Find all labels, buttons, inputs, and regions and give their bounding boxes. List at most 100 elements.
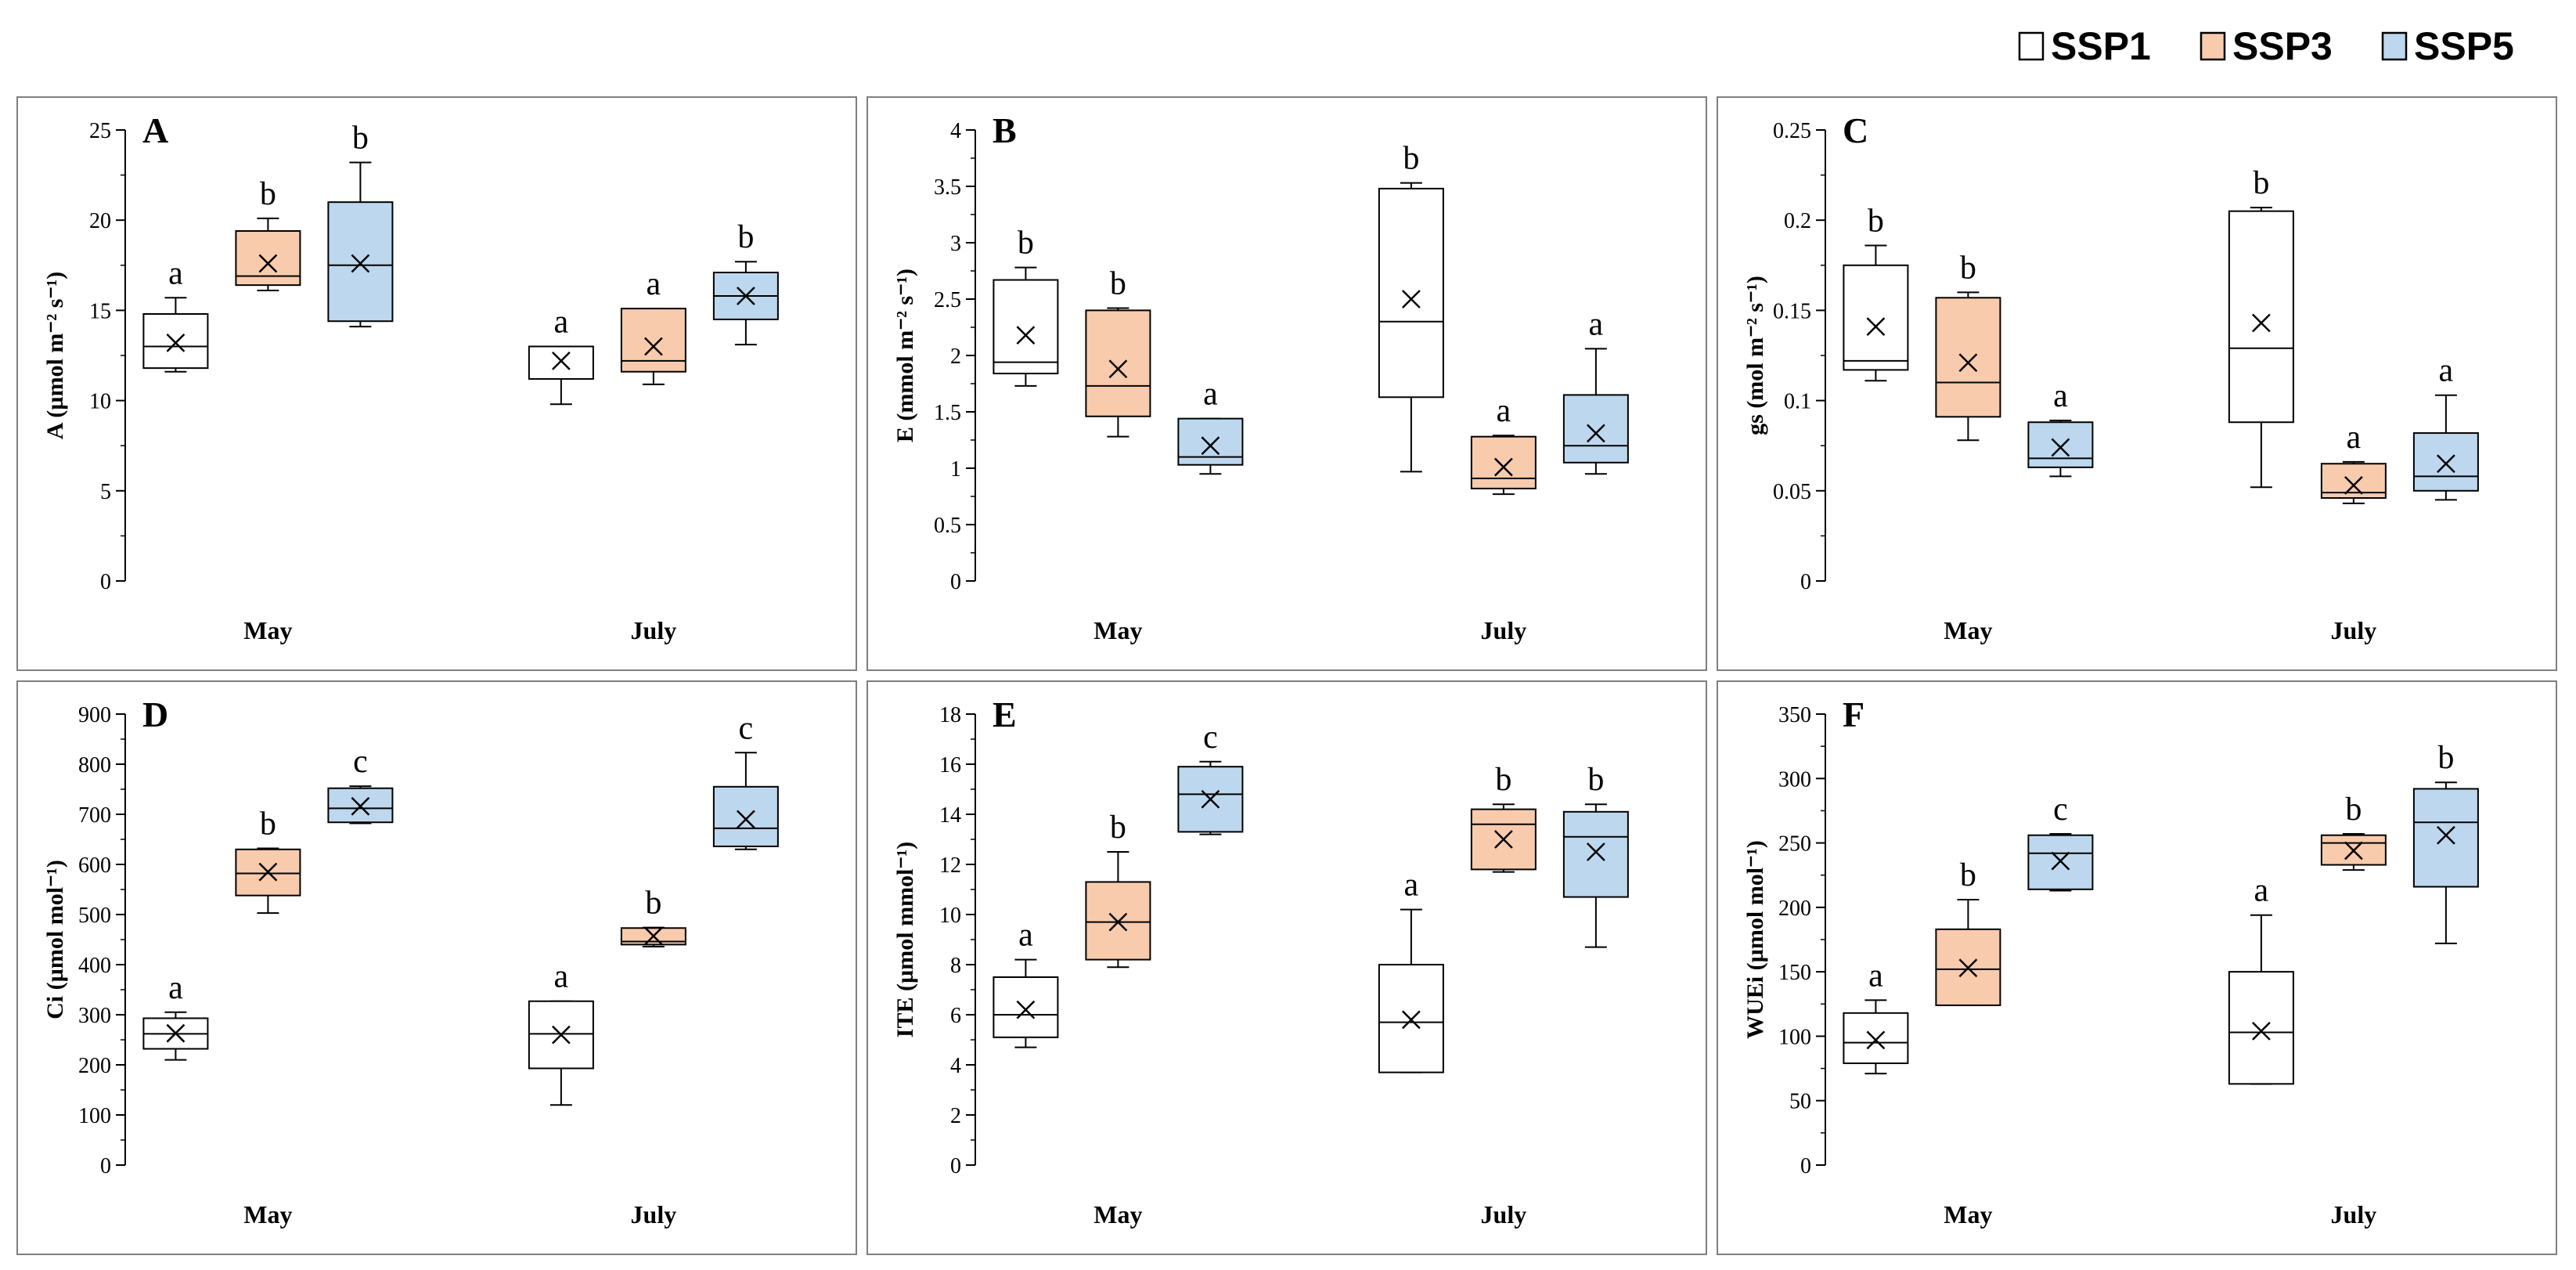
y-tick-label: 16: [939, 753, 961, 778]
significance-letter: b: [260, 176, 276, 212]
significance-letter: a: [1203, 377, 1218, 413]
y-tick-label: 18: [939, 703, 961, 727]
box-ssp3: b: [1085, 266, 1151, 438]
significance-letter: b: [1018, 225, 1034, 262]
significance-letter: c: [1203, 720, 1218, 756]
significance-letter: a: [168, 970, 183, 1006]
box-ssp1: a: [142, 255, 209, 373]
box-iqr: [1085, 309, 1151, 417]
y-tick-label: 250: [1778, 832, 1811, 857]
box-ssp1: b: [2228, 165, 2294, 489]
box-ssp5: c: [1177, 720, 1244, 835]
category-label: May: [1093, 616, 1142, 644]
y-tick-label: 50: [1789, 1090, 1811, 1114]
y-tick-label: 0.15: [1773, 299, 1811, 323]
legend-label: SSP1: [2051, 24, 2151, 68]
box-ssp3: b: [2320, 792, 2387, 871]
y-tick-label: 0: [1800, 1154, 1811, 1178]
mean-marker: [2251, 313, 2271, 333]
box-ssp3: b: [235, 176, 301, 292]
y-tick-label: 300: [78, 1004, 111, 1028]
y-tick-label: 0: [1800, 570, 1811, 594]
box-iqr: [1935, 297, 2001, 418]
mean-marker: [351, 254, 370, 273]
mean-marker: [2344, 841, 2363, 860]
box-ssp3: a: [620, 266, 686, 385]
box-ssp5: c: [712, 710, 779, 850]
significance-letter: c: [353, 744, 368, 780]
mean-marker: [1016, 1000, 1036, 1019]
panel-frame: [866, 680, 1707, 1255]
y-tick-label: 300: [1778, 767, 1811, 792]
significance-letter: b: [1960, 857, 1976, 893]
box-ssp3: b: [620, 886, 686, 947]
y-tick-label: 200: [78, 1054, 111, 1078]
legend-item-ssp3: SSP3: [2200, 24, 2333, 68]
y-tick-label: 3.5: [934, 175, 961, 200]
box-ssp1: a: [528, 304, 594, 406]
significance-letter: a: [554, 959, 569, 995]
significance-letter: b: [1868, 203, 1884, 239]
mean-marker: [1958, 958, 1978, 978]
legend-graphic: SSP1 SSP3 SSP5: [2018, 24, 2514, 68]
box-ssp5: b: [1562, 762, 1629, 948]
significance-letter: b: [737, 219, 754, 255]
legend-swatch: [2200, 31, 2226, 61]
y-axis-title: E (mmol m⁻² s⁻¹): [892, 269, 918, 442]
mean-marker: [166, 333, 186, 352]
box-ssp3: b: [1085, 810, 1151, 969]
box-iqr: [2228, 971, 2294, 1085]
mean-marker: [1108, 359, 1128, 379]
panel-F: 0 50 100 150 200 250 300 350 WUEi (µmol mol⁻¹) F M…: [1717, 680, 2557, 1255]
mean-marker: [166, 1023, 186, 1043]
y-tick-label: 15: [89, 299, 111, 323]
mean-marker: [2051, 851, 2070, 871]
mean-marker: [2251, 1021, 2271, 1041]
significance-letter: b: [1960, 250, 1976, 286]
box-ssp5: c: [327, 744, 394, 824]
y-axis-title: Ci (µmol mol⁻¹): [42, 860, 68, 1019]
significance-letter: c: [739, 710, 754, 746]
category-label: May: [1944, 1200, 1992, 1229]
significance-letter: b: [1495, 762, 1511, 798]
significance-letter: b: [2253, 165, 2269, 201]
category-label: July: [2331, 616, 2377, 644]
significance-letter: a: [2347, 420, 2362, 456]
significance-letter: b: [2437, 740, 2454, 776]
significance-letter: b: [1403, 141, 1419, 177]
significance-letter: a: [2439, 353, 2454, 389]
panel-frame: [866, 96, 1707, 671]
y-tick-label: 25: [89, 119, 111, 143]
mean-marker: [1201, 436, 1220, 456]
y-tick-label: 350: [1778, 703, 1811, 727]
mean-marker: [1958, 353, 1978, 373]
mean-marker: [2344, 476, 2363, 495]
significance-letter: b: [1110, 810, 1126, 846]
box-ssp1: b: [993, 225, 1059, 387]
mean-marker: [736, 810, 755, 829]
box-iqr: [993, 976, 1059, 1038]
y-tick-label: 0.5: [934, 514, 961, 538]
y-axis-title: gs (mol m⁻² s⁻¹): [1742, 276, 1768, 435]
mean-marker: [2436, 825, 2455, 845]
box-ssp5: c: [2027, 792, 2094, 892]
box-iqr: [2027, 421, 2094, 468]
mean-marker: [258, 862, 278, 882]
panel-frame: [16, 96, 857, 671]
category-label: July: [1481, 1200, 1527, 1229]
box-iqr: [1843, 1012, 1909, 1064]
significance-letter: a: [1018, 918, 1033, 954]
panel-frame: [16, 680, 857, 1255]
panel-title: B: [993, 110, 1017, 150]
significance-letter: a: [1589, 306, 1604, 342]
box-iqr: [2412, 788, 2479, 888]
mean-marker: [351, 796, 370, 816]
y-tick-label: 8: [950, 954, 961, 978]
mean-marker: [2436, 454, 2455, 474]
box-ssp1: a: [142, 970, 209, 1061]
box-ssp1: b: [1843, 203, 1909, 382]
category-label: July: [2331, 1200, 2377, 1229]
box-ssp5: b: [712, 219, 779, 346]
significance-letter: a: [2254, 873, 2269, 909]
